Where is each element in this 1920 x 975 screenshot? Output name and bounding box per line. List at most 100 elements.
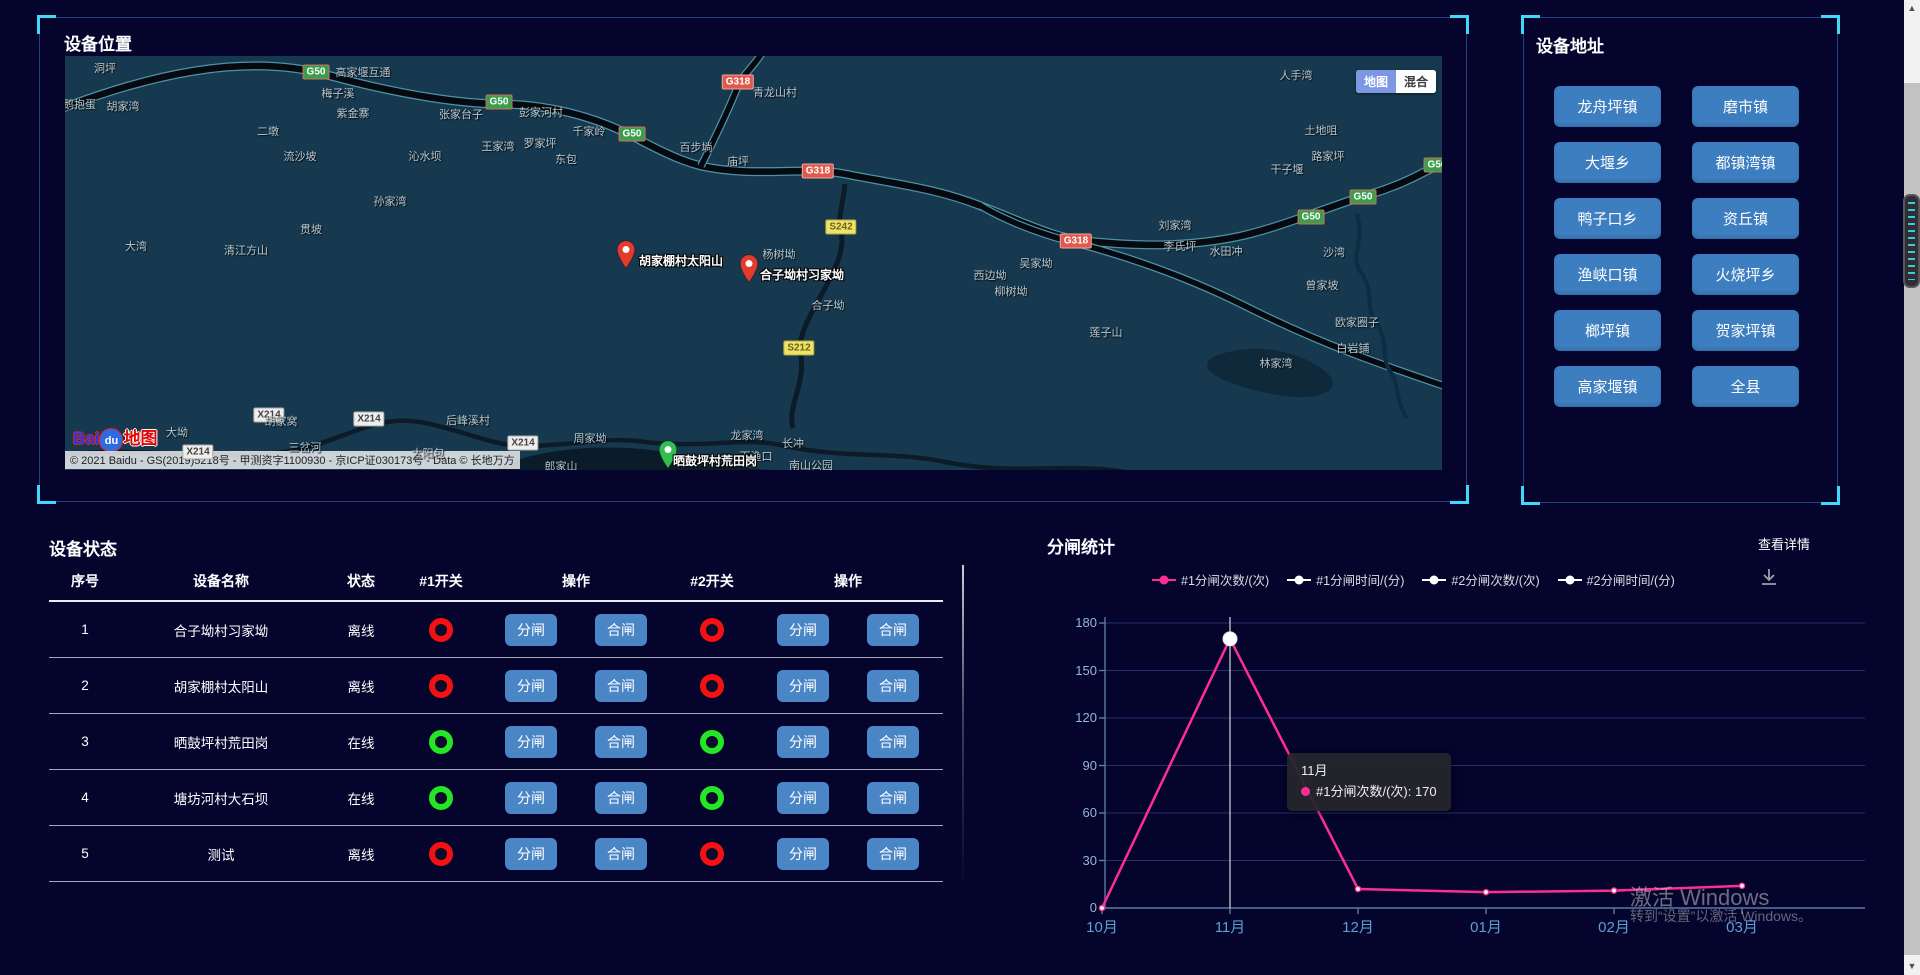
device-status-title: 设备状态	[49, 540, 117, 559]
map-pin-red[interactable]	[739, 254, 759, 283]
data-point	[1738, 882, 1746, 890]
close-switch-button-sw2[interactable]: 合闸	[867, 613, 919, 646]
x-axis-tick-label: 10月	[1086, 919, 1118, 936]
map-place-label: 土地咀	[1304, 125, 1338, 137]
address-button[interactable]: 都镇湾镇	[1692, 142, 1799, 183]
line-chart[interactable]	[1080, 608, 1890, 938]
road-badge: G318	[1059, 233, 1093, 249]
device-status: 离线	[347, 623, 375, 639]
operation-cell: 分闸 合闸	[481, 613, 671, 646]
scrollbar-up-arrow[interactable]: ▲	[1907, 3, 1917, 13]
address-button[interactable]: 鸭子口乡	[1554, 198, 1661, 239]
download-icon[interactable]	[1758, 566, 1780, 588]
x-axis-tick-label: 12月	[1342, 919, 1374, 936]
device-status: 在线	[347, 791, 375, 807]
open-switch-button-sw1[interactable]: 分闸	[505, 781, 557, 814]
tooltip-entry: #1分闸次数/(次): 170	[1301, 782, 1437, 803]
device-location-title: 设备位置	[64, 35, 132, 54]
map-pin-red[interactable]	[616, 240, 636, 269]
map-place-label: 太阳包	[411, 448, 445, 460]
address-button[interactable]: 榔坪镇	[1554, 310, 1661, 351]
scrollbar-down-arrow[interactable]: ▼	[1907, 961, 1917, 971]
address-button[interactable]: 高家堰镇	[1554, 366, 1661, 407]
corner-decoration	[1450, 15, 1469, 34]
scrollbar-thumb[interactable]	[1904, 83, 1920, 955]
switch1-indicator-green	[429, 729, 453, 754]
close-switch-button-sw1[interactable]: 合闸	[595, 781, 647, 814]
switch1-indicator-red	[429, 617, 453, 642]
open-switch-button-sw2[interactable]: 分闸	[777, 725, 829, 758]
close-switch-button-sw2[interactable]: 合闸	[867, 837, 919, 870]
switch2-cell	[671, 617, 753, 642]
map-place-label: 二墩	[257, 126, 279, 138]
legend-item[interactable]: #2分闸次数/(次)	[1422, 570, 1540, 589]
legend-item[interactable]: #2分闸时间/(分)	[1557, 570, 1675, 589]
scroll-widget-stripes	[1908, 202, 1915, 280]
close-switch-button-sw1[interactable]: 合闸	[595, 837, 647, 870]
baidu-paw-icon: du	[99, 428, 124, 452]
map-place-label: 梅子溪	[321, 88, 355, 100]
table-row: 1 合子坳村习家坳 离线 分闸 合闸 分闸 合闸	[49, 602, 943, 658]
close-switch-button-sw1[interactable]: 合闸	[595, 725, 647, 758]
address-button[interactable]: 磨市镇	[1692, 86, 1799, 127]
switch2-indicator-red	[700, 673, 724, 698]
row-number: 5	[81, 846, 89, 861]
address-button[interactable]: 全县	[1692, 366, 1799, 407]
y-axis-tick-label: 120	[1075, 710, 1097, 725]
x-axis-tick-label: 02月	[1598, 919, 1630, 936]
close-switch-button-sw1[interactable]: 合闸	[595, 669, 647, 702]
address-grid: 龙舟坪镇 磨市镇 大堰乡 都镇湾镇 鸭子口乡 资丘镇 渔峡口镇 火烧坪乡 榔坪镇 贺家坪镇 高家堰镇…	[1554, 86, 1799, 407]
close-switch-button-sw2[interactable]: 合闸	[867, 669, 919, 702]
map-place-label: 合子坳	[811, 300, 845, 312]
baidu-logo-bai: Bai	[73, 429, 100, 449]
map-place-label: 贯坡	[300, 224, 322, 236]
open-switch-button-sw1[interactable]: 分闸	[505, 725, 557, 758]
map-place-label: 欧家圈子	[1335, 317, 1379, 329]
close-switch-button-sw2[interactable]: 合闸	[867, 781, 919, 814]
address-button[interactable]: 大堰乡	[1554, 142, 1661, 183]
legend-item[interactable]: #1分闸次数/(次)	[1152, 570, 1269, 589]
open-switch-button-sw1[interactable]: 分闸	[505, 613, 557, 646]
address-button[interactable]: 渔峡口镇	[1554, 254, 1661, 295]
y-axis-tick-label: 180	[1075, 615, 1097, 630]
address-button[interactable]: 火烧坪乡	[1692, 254, 1799, 295]
series-line	[1100, 636, 1743, 909]
map-pin-label: 晒鼓坪村荒田岗	[673, 454, 758, 468]
row-number: 3	[81, 734, 89, 749]
view-details-link[interactable]: 查看详情	[1758, 537, 1811, 552]
open-switch-button-sw2[interactable]: 分闸	[777, 613, 829, 646]
map[interactable]: 地图 混合 Bai du 地图 © 2021 Baidu - GS(2019)5218…	[65, 56, 1442, 470]
address-button[interactable]: 龙舟坪镇	[1554, 86, 1661, 127]
open-switch-button-sw2[interactable]: 分闸	[777, 837, 829, 870]
open-switch-button-sw1[interactable]: 分闸	[505, 669, 557, 702]
map-place-label: 白岩铺	[1336, 343, 1370, 355]
road-badge: G50	[1423, 157, 1442, 173]
row-number: 2	[81, 678, 89, 693]
legend-item[interactable]: #1分闸时间/(分)	[1287, 570, 1404, 589]
map-type-option[interactable]: 混合	[1396, 70, 1437, 93]
address-button[interactable]: 贺家坪镇	[1692, 310, 1799, 351]
open-switch-button-sw2[interactable]: 分闸	[777, 669, 829, 702]
switch2-cell	[671, 729, 753, 754]
map-place-label: 郎家山	[544, 461, 578, 470]
address-button[interactable]: 资丘镇	[1692, 198, 1799, 239]
table-header-cell: 设备名称	[193, 573, 249, 589]
close-switch-button-sw1[interactable]: 合闸	[595, 613, 647, 646]
map-place-label: 紫金寨	[336, 108, 370, 120]
open-switch-button-sw2[interactable]: 分闸	[777, 781, 829, 814]
device-status: 在线	[347, 735, 375, 751]
map-place-label: 沙湾	[1323, 247, 1345, 259]
map-place-label: 吴家坳	[1019, 258, 1053, 270]
map-type-active[interactable]: 地图	[1356, 70, 1397, 93]
scroll-widget[interactable]	[1903, 194, 1920, 288]
map-pin-label: 合子坳村习家坳	[760, 268, 845, 282]
map-pin-green[interactable]	[658, 440, 678, 469]
page-scrollbar[interactable]: ▲ ▼	[1904, 0, 1920, 975]
open-switch-button-sw1[interactable]: 分闸	[505, 837, 557, 870]
close-switch-button-sw2[interactable]: 合闸	[867, 725, 919, 758]
statistics-title: 分闸统计	[1047, 538, 1115, 557]
section-divider	[962, 565, 964, 880]
legend-label: #1分闸次数/(次)	[1181, 574, 1270, 588]
switch1-cell	[401, 617, 481, 642]
corner-decoration	[37, 15, 56, 34]
